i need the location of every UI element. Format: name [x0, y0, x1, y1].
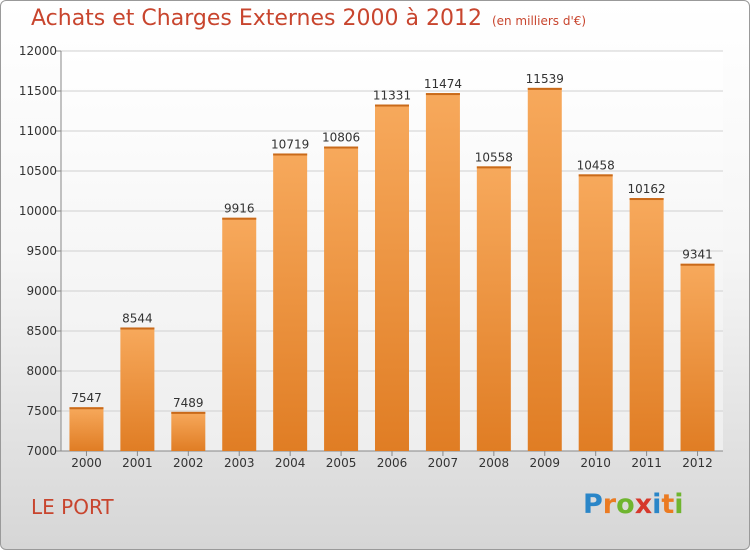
bar-top-edge	[375, 104, 409, 107]
y-tick-label: 9500	[26, 244, 57, 258]
chart-subtitle: (en milliers d'€)	[491, 14, 587, 28]
bar-top-edge	[629, 198, 664, 201]
x-tick-label: 2000	[71, 456, 102, 470]
x-tick-label: 2006	[377, 456, 408, 470]
bar	[375, 104, 409, 452]
x-tick-label: 2007	[428, 456, 459, 470]
x-tick-label: 2008	[479, 456, 510, 470]
data-label: 9341	[682, 248, 713, 262]
bar	[425, 93, 460, 451]
data-label: 7489	[173, 396, 204, 410]
data-label: 10806	[322, 131, 360, 145]
bar	[222, 217, 257, 451]
bar-top-edge	[527, 87, 562, 90]
bar-top-edge	[273, 153, 308, 156]
bar	[476, 166, 511, 452]
data-label: 9916	[224, 202, 255, 216]
bar	[527, 87, 562, 451]
y-tick-label: 9000	[26, 284, 57, 298]
data-label: 11331	[373, 89, 411, 103]
bar-top-edge	[171, 411, 206, 414]
bar	[273, 153, 308, 452]
bar-top-edge	[69, 407, 104, 410]
commune-name: LE PORT	[31, 495, 114, 519]
y-tick-label: 11000	[19, 124, 57, 138]
data-label: 11539	[526, 72, 564, 86]
bar-top-edge	[120, 327, 155, 330]
y-tick-label: 10500	[19, 164, 57, 178]
bar	[629, 198, 664, 451]
bar-top-edge	[324, 146, 359, 149]
bar-top-edge	[578, 174, 613, 177]
x-tick-label: 2011	[631, 456, 662, 470]
x-tick-label: 2012	[682, 456, 713, 470]
x-tick-label: 2009	[529, 456, 560, 470]
x-tick-label: 2003	[224, 456, 255, 470]
data-label: 10162	[628, 182, 666, 196]
data-label: 10558	[475, 150, 513, 164]
y-tick-label: 7000	[26, 444, 57, 458]
bar-top-edge	[425, 93, 460, 96]
bar	[69, 407, 104, 451]
bar	[171, 411, 206, 451]
y-tick-label: 8000	[26, 364, 57, 378]
bar-top-edge	[476, 166, 511, 169]
bar-top-edge	[680, 263, 715, 266]
data-label: 8544	[122, 311, 153, 325]
y-tick-label: 10000	[19, 204, 57, 218]
data-label: 7547	[71, 391, 102, 405]
chart-title-text: Achats et Charges Externes 2000 à 2012	[31, 6, 482, 31]
y-tick-label: 7500	[26, 404, 57, 418]
x-tick-label: 2004	[275, 456, 306, 470]
x-tick-label: 2001	[122, 456, 153, 470]
bar	[578, 174, 613, 452]
x-tick-label: 2005	[326, 456, 357, 470]
bar	[324, 146, 359, 451]
x-tick-label: 2010	[580, 456, 611, 470]
bar-top-edge	[222, 217, 257, 220]
x-tick-label: 2002	[173, 456, 204, 470]
y-tick-label: 11500	[19, 84, 57, 98]
chart-title: Achats et Charges Externes 2000 à 2012 (e…	[31, 6, 586, 31]
proxiti-logo: Proxiti	[583, 489, 684, 520]
data-label: 10458	[577, 158, 615, 172]
data-label: 11474	[424, 77, 462, 91]
y-tick-label: 8500	[26, 324, 57, 338]
bar	[120, 327, 155, 451]
y-tick-label: 12000	[19, 44, 57, 58]
data-label: 10719	[271, 137, 309, 151]
bar	[680, 263, 715, 451]
